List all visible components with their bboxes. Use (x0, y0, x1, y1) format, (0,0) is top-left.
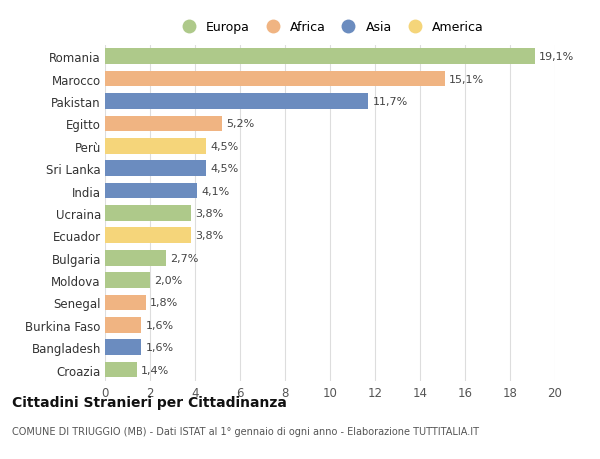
Bar (105, 362, 137, 378)
Bar (105, 228, 191, 244)
Bar (105, 94, 368, 110)
Bar (105, 250, 166, 266)
Text: 19,1%: 19,1% (539, 52, 575, 62)
Bar (105, 340, 141, 355)
Text: 3,8%: 3,8% (195, 208, 223, 218)
Text: 15,1%: 15,1% (449, 74, 484, 84)
Text: 1,6%: 1,6% (146, 320, 173, 330)
Text: 2,7%: 2,7% (170, 253, 199, 263)
Text: 4,5%: 4,5% (211, 141, 239, 151)
Text: 1,4%: 1,4% (141, 365, 169, 375)
Bar (105, 161, 206, 177)
Text: 5,2%: 5,2% (227, 119, 255, 129)
Text: 4,1%: 4,1% (202, 186, 230, 196)
Text: 1,6%: 1,6% (146, 342, 173, 353)
Bar (105, 183, 197, 199)
Bar (105, 116, 222, 132)
Bar (105, 49, 535, 65)
Bar (105, 139, 206, 154)
Bar (105, 273, 150, 288)
Text: COMUNE DI TRIUGGIO (MB) - Dati ISTAT al 1° gennaio di ogni anno - Elaborazione T: COMUNE DI TRIUGGIO (MB) - Dati ISTAT al … (12, 426, 479, 436)
Legend: Europa, Africa, Asia, America: Europa, Africa, Asia, America (173, 19, 487, 37)
Bar (105, 317, 141, 333)
Text: 3,8%: 3,8% (195, 231, 223, 241)
Bar (105, 295, 146, 311)
Bar (105, 72, 445, 87)
Text: 2,0%: 2,0% (155, 275, 183, 285)
Text: 4,5%: 4,5% (211, 164, 239, 174)
Text: 11,7%: 11,7% (373, 97, 408, 107)
Text: 1,8%: 1,8% (150, 298, 178, 308)
Text: Cittadini Stranieri per Cittadinanza: Cittadini Stranieri per Cittadinanza (12, 395, 287, 409)
Bar (105, 206, 191, 221)
